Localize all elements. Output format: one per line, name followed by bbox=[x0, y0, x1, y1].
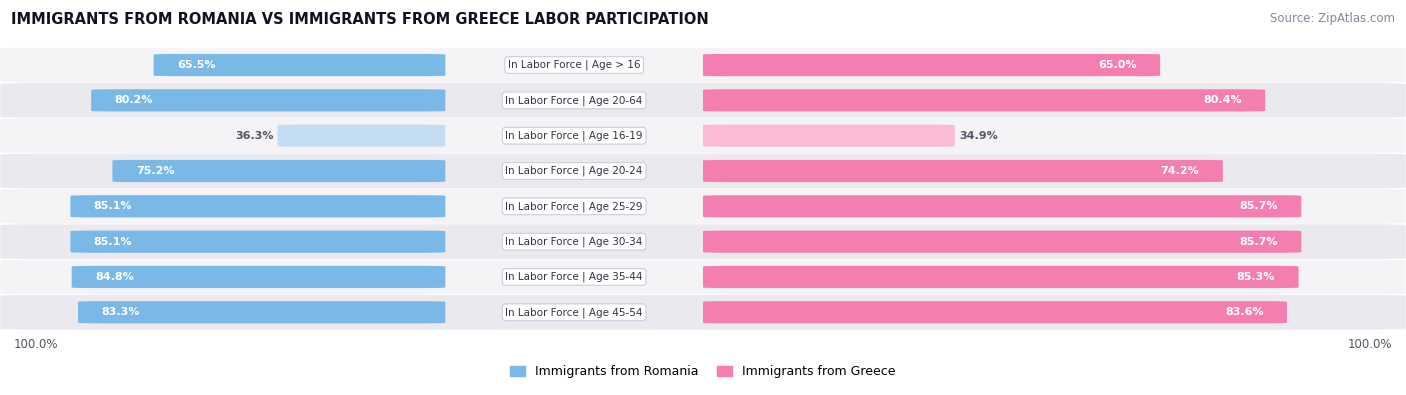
FancyBboxPatch shape bbox=[70, 195, 446, 218]
FancyBboxPatch shape bbox=[72, 266, 446, 288]
Text: Source: ZipAtlas.com: Source: ZipAtlas.com bbox=[1270, 12, 1395, 25]
Text: 36.3%: 36.3% bbox=[235, 131, 273, 141]
Text: 85.3%: 85.3% bbox=[1237, 272, 1275, 282]
FancyBboxPatch shape bbox=[703, 231, 1302, 253]
Text: 65.0%: 65.0% bbox=[1098, 60, 1136, 70]
Text: 75.2%: 75.2% bbox=[136, 166, 174, 176]
FancyBboxPatch shape bbox=[703, 266, 1299, 288]
Text: In Labor Force | Age > 16: In Labor Force | Age > 16 bbox=[508, 60, 640, 70]
Text: 83.6%: 83.6% bbox=[1225, 307, 1264, 317]
Text: 83.3%: 83.3% bbox=[101, 307, 139, 317]
Text: In Labor Force | Age 45-54: In Labor Force | Age 45-54 bbox=[505, 307, 643, 318]
Text: IMMIGRANTS FROM ROMANIA VS IMMIGRANTS FROM GREECE LABOR PARTICIPATION: IMMIGRANTS FROM ROMANIA VS IMMIGRANTS FR… bbox=[11, 12, 709, 27]
Text: In Labor Force | Age 20-24: In Labor Force | Age 20-24 bbox=[506, 166, 643, 176]
FancyBboxPatch shape bbox=[0, 48, 1406, 83]
FancyBboxPatch shape bbox=[277, 124, 446, 147]
FancyBboxPatch shape bbox=[703, 89, 1265, 111]
FancyBboxPatch shape bbox=[0, 83, 1406, 118]
FancyBboxPatch shape bbox=[153, 54, 446, 76]
FancyBboxPatch shape bbox=[91, 89, 446, 111]
Text: 100.0%: 100.0% bbox=[1347, 338, 1392, 351]
FancyBboxPatch shape bbox=[112, 160, 446, 182]
Text: 65.5%: 65.5% bbox=[177, 60, 215, 70]
Text: 80.4%: 80.4% bbox=[1204, 95, 1241, 105]
FancyBboxPatch shape bbox=[0, 224, 1406, 259]
FancyBboxPatch shape bbox=[0, 118, 1406, 153]
Text: In Labor Force | Age 25-29: In Labor Force | Age 25-29 bbox=[505, 201, 643, 212]
FancyBboxPatch shape bbox=[703, 160, 1223, 182]
FancyBboxPatch shape bbox=[703, 54, 1160, 76]
FancyBboxPatch shape bbox=[703, 301, 1286, 324]
Text: 80.2%: 80.2% bbox=[115, 95, 153, 105]
FancyBboxPatch shape bbox=[703, 124, 955, 147]
Text: 85.1%: 85.1% bbox=[94, 237, 132, 246]
FancyBboxPatch shape bbox=[70, 231, 446, 253]
Text: In Labor Force | Age 16-19: In Labor Force | Age 16-19 bbox=[505, 130, 643, 141]
FancyBboxPatch shape bbox=[0, 295, 1406, 329]
FancyBboxPatch shape bbox=[79, 301, 446, 324]
Text: 74.2%: 74.2% bbox=[1161, 166, 1199, 176]
Text: 85.7%: 85.7% bbox=[1239, 237, 1278, 246]
Text: 100.0%: 100.0% bbox=[14, 338, 59, 351]
Text: 34.9%: 34.9% bbox=[959, 131, 998, 141]
Text: 85.7%: 85.7% bbox=[1239, 201, 1278, 211]
FancyBboxPatch shape bbox=[0, 154, 1406, 188]
FancyBboxPatch shape bbox=[0, 260, 1406, 294]
Text: 84.8%: 84.8% bbox=[96, 272, 134, 282]
FancyBboxPatch shape bbox=[703, 195, 1302, 218]
Text: In Labor Force | Age 35-44: In Labor Force | Age 35-44 bbox=[505, 272, 643, 282]
Text: 85.1%: 85.1% bbox=[94, 201, 132, 211]
Text: In Labor Force | Age 20-64: In Labor Force | Age 20-64 bbox=[506, 95, 643, 105]
Text: In Labor Force | Age 30-34: In Labor Force | Age 30-34 bbox=[506, 236, 643, 247]
Legend: Immigrants from Romania, Immigrants from Greece: Immigrants from Romania, Immigrants from… bbox=[505, 360, 901, 384]
FancyBboxPatch shape bbox=[0, 189, 1406, 224]
